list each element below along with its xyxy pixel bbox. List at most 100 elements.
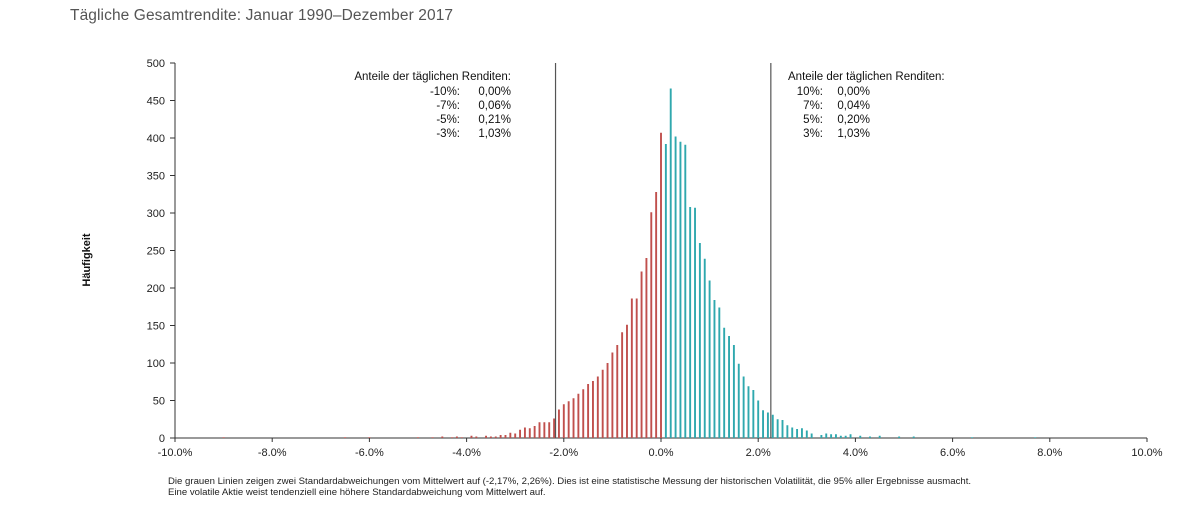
x-tick-label: 8.0% — [1037, 447, 1062, 459]
histogram-bar — [626, 324, 628, 438]
histogram-bar — [431, 437, 434, 438]
footnote: Die grauen Linien zeigen zwei Standardab… — [168, 476, 971, 498]
footnote-line: Eine volatile Aktie weist tendenziell ei… — [168, 487, 546, 498]
histogram-bar — [674, 136, 677, 438]
annotation-left-threshold: -7%: — [436, 100, 460, 112]
annotation-right-heading: Anteile der täglichen Renditen: — [788, 71, 945, 83]
annotation-left-value: 1,03% — [478, 128, 511, 140]
x-tick-label: 0.0% — [648, 447, 673, 459]
histogram-bar — [878, 435, 881, 438]
histogram-bar — [805, 430, 808, 438]
x-tick-label: 10.0% — [1131, 447, 1162, 459]
histogram-bar — [971, 437, 973, 438]
histogram-bar — [543, 422, 546, 438]
annotation-left-value: 0,06% — [478, 100, 511, 112]
histogram-bar — [344, 437, 347, 438]
histogram-bar — [635, 298, 638, 438]
annotation-left-heading: Anteile der täglichen Renditen: — [354, 71, 511, 83]
annotation-right-threshold: 7%: — [803, 100, 823, 112]
histogram-bar — [441, 436, 444, 438]
histogram-bar — [694, 207, 696, 438]
histogram-bar — [708, 280, 711, 438]
histogram-bar — [460, 437, 463, 438]
annotation-right-value: 0,20% — [837, 114, 870, 126]
histogram-bar — [533, 426, 536, 438]
histogram-bar — [499, 435, 502, 438]
y-tick-label: 150 — [147, 321, 165, 333]
y-axis: 0 50 100 150 200 250 300 350 400 450 500 — [147, 58, 176, 445]
histogram-bar — [1034, 437, 1037, 438]
histogram-bar — [451, 437, 453, 438]
y-tick-label: 200 — [147, 283, 165, 295]
histogram-bar — [800, 428, 803, 438]
page-title: Tägliche Gesamtrendite: Januar 1990–Deze… — [70, 7, 454, 24]
histogram-bar — [485, 435, 487, 438]
histogram-bar — [455, 436, 458, 438]
histogram-bar — [684, 144, 687, 438]
histogram-bar — [912, 436, 915, 438]
std-dev-lines — [554, 63, 772, 438]
x-tick-label: -2.0% — [549, 447, 578, 459]
histogram-bar — [489, 436, 492, 438]
histogram-bar — [509, 432, 512, 438]
histogram-bar — [553, 418, 556, 438]
y-tick-label: 350 — [147, 171, 165, 183]
histogram-bar — [601, 369, 604, 438]
histogram-bar — [825, 433, 828, 438]
histogram-bar — [519, 429, 522, 438]
histogram-bar — [577, 393, 580, 438]
histogram-bar — [732, 345, 735, 438]
histogram-bar — [747, 386, 750, 438]
histogram-bar — [849, 434, 852, 438]
histogram-bar — [664, 144, 667, 438]
histogram-bar — [548, 422, 551, 438]
annotation-left: Anteile der täglichen Renditen: -10%: 0,… — [354, 71, 511, 140]
histogram-bar — [728, 336, 730, 438]
histogram-bar — [630, 298, 633, 438]
histogram-bar — [528, 428, 531, 438]
histogram-bar — [650, 212, 653, 438]
annotation-right: Anteile der täglichen Renditen: 10%: 0,0… — [788, 71, 945, 140]
histogram-bar — [611, 352, 614, 438]
histogram-bar — [766, 412, 769, 438]
histogram-bar — [689, 207, 692, 438]
y-tick-label: 50 — [153, 396, 165, 408]
histogram-bar — [640, 271, 643, 438]
histogram-bar — [718, 307, 721, 438]
histogram-bar — [538, 422, 541, 438]
histogram-bars — [222, 88, 1037, 438]
histogram-bar — [582, 389, 585, 438]
histogram-bar — [679, 141, 682, 438]
histogram-bar — [869, 436, 871, 438]
histogram-bar — [723, 327, 726, 438]
histogram-bar — [839, 435, 842, 438]
y-tick-label: 0 — [159, 433, 165, 445]
histogram-bar — [898, 436, 901, 438]
histogram-bar — [523, 427, 526, 438]
histogram-bar — [587, 384, 590, 438]
histogram-bar — [606, 363, 609, 438]
histogram-bar — [494, 436, 497, 438]
annotation-right-value: 0,04% — [837, 100, 870, 112]
histogram-bar — [796, 429, 799, 438]
histogram-bar — [562, 404, 565, 438]
histogram-bar — [698, 243, 701, 438]
histogram-bar — [859, 435, 862, 438]
histogram-bar — [475, 436, 478, 438]
x-tick-label: 4.0% — [843, 447, 868, 459]
annotation-left-value: 0,21% — [478, 114, 511, 126]
histogram-bar — [504, 435, 507, 438]
histogram-bar — [771, 414, 774, 438]
histogram-bar — [655, 192, 658, 438]
histogram-bar — [592, 381, 594, 438]
histogram-bar — [645, 258, 648, 438]
y-tick-label: 250 — [147, 246, 165, 258]
x-tick-label: -4.0% — [452, 447, 481, 459]
y-tick-label: 500 — [147, 58, 165, 70]
histogram-bar — [781, 420, 784, 438]
annotation-right-value: 1,03% — [837, 128, 870, 140]
histogram-bar — [572, 398, 575, 438]
histogram-bar — [368, 437, 371, 438]
histogram-bar — [791, 427, 794, 438]
histogram-bar — [830, 434, 833, 438]
